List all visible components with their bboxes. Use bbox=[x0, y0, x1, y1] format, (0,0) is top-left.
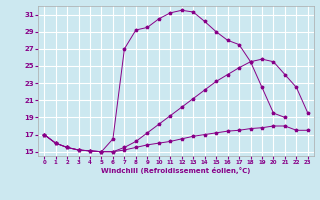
X-axis label: Windchill (Refroidissement éolien,°C): Windchill (Refroidissement éolien,°C) bbox=[101, 167, 251, 174]
